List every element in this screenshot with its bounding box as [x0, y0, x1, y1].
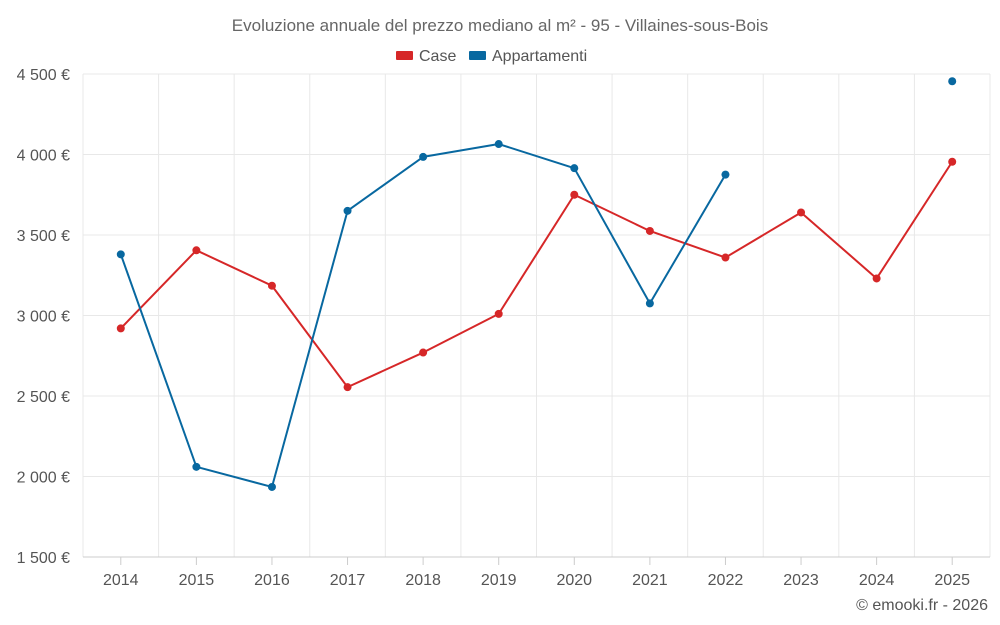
y-tick-label: 2 500 € — [17, 389, 70, 406]
y-tick-label: 4 500 € — [17, 67, 70, 84]
data-point[interactable] — [419, 348, 428, 357]
data-point[interactable] — [797, 208, 806, 217]
y-tick-label: 1 500 € — [17, 550, 70, 567]
series-appartamenti — [116, 77, 957, 491]
legend: Case Appartamenti — [396, 48, 587, 65]
data-point[interactable] — [343, 206, 352, 215]
data-point[interactable] — [721, 170, 730, 179]
data-point[interactable] — [570, 190, 579, 199]
data-point[interactable] — [570, 164, 579, 173]
data-point[interactable] — [494, 309, 503, 318]
x-tick-label: 2019 — [481, 572, 517, 589]
x-tick-label: 2023 — [783, 572, 819, 589]
data-point[interactable] — [645, 226, 654, 235]
data-point[interactable] — [192, 462, 201, 471]
legend-swatch — [469, 51, 486, 60]
data-point[interactable] — [872, 274, 881, 283]
series-case — [116, 157, 957, 392]
data-point[interactable] — [192, 246, 201, 255]
chart-title: Evoluzione annuale del prezzo mediano al… — [232, 16, 768, 35]
x-tick-label: 2025 — [934, 572, 970, 589]
series-layer — [116, 77, 957, 491]
x-tick-label: 2014 — [103, 572, 139, 589]
legend-swatch — [396, 51, 413, 60]
legend-item[interactable]: Appartamenti — [492, 48, 587, 65]
credit-text: © emooki.fr - 2026 — [856, 597, 988, 614]
data-point[interactable] — [645, 299, 654, 308]
data-point[interactable] — [116, 250, 125, 259]
x-tick-label: 2021 — [632, 572, 668, 589]
x-tick-label: 2022 — [708, 572, 744, 589]
data-point[interactable] — [419, 152, 428, 161]
x-tick-label: 2015 — [179, 572, 215, 589]
y-tick-label: 3 500 € — [17, 228, 70, 245]
data-point[interactable] — [343, 383, 352, 392]
data-point[interactable] — [721, 253, 730, 262]
x-tick-label: 2020 — [556, 572, 592, 589]
data-point[interactable] — [948, 77, 957, 86]
legend-item[interactable]: Case — [419, 48, 456, 65]
y-axis: 1 500 € 2 000 € 2 500 € 3 000 € 3 500 € 4 000… — [17, 67, 70, 567]
series-line — [120, 161, 954, 389]
data-point[interactable] — [267, 482, 276, 491]
data-point[interactable] — [494, 140, 503, 149]
x-tick-label: 2016 — [254, 572, 290, 589]
x-tick-label: 2024 — [859, 572, 895, 589]
data-point[interactable] — [116, 324, 125, 333]
y-tick-label: 2 000 € — [17, 470, 70, 487]
y-tick-label: 3 000 € — [17, 309, 70, 326]
x-tick-label: 2018 — [405, 572, 441, 589]
grid — [82, 73, 991, 558]
data-point[interactable] — [267, 281, 276, 290]
x-axis: 2014 2015 2016 2017 2018 2019 2020 2021 2022 2023… — [103, 557, 970, 589]
x-tick-label: 2017 — [330, 572, 366, 589]
y-tick-label: 4 000 € — [17, 148, 70, 165]
data-point[interactable] — [948, 157, 957, 166]
